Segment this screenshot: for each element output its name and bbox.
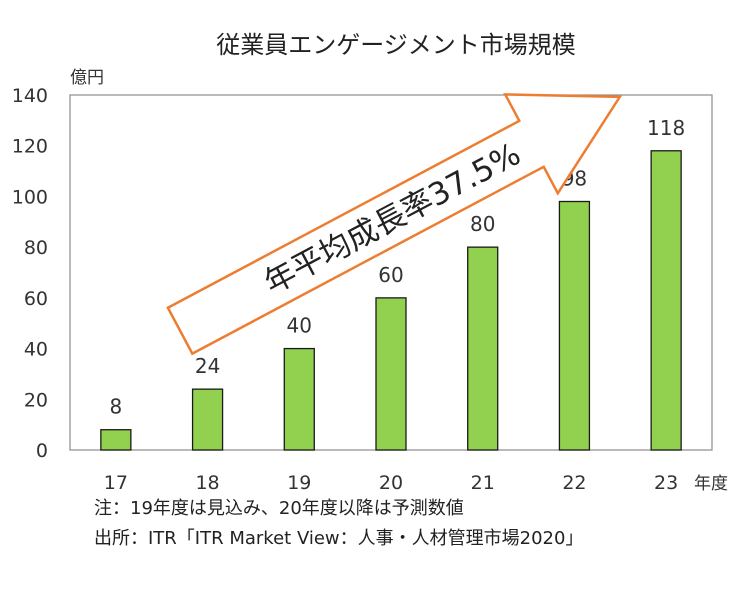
y-tick-label: 20 [24, 389, 48, 411]
data-label-20: 60 [378, 263, 403, 287]
data-label-17: 8 [109, 395, 122, 419]
y-axis-unit: 億円 [70, 68, 104, 88]
x-tick-label: 19 [287, 472, 311, 494]
data-label-18: 24 [195, 354, 220, 378]
bar-21 [467, 246, 499, 451]
y-tick-label: 0 [36, 440, 48, 462]
footnote-source: 出所：ITR「ITR Market View：人事・人材管理市場2020」 [94, 528, 584, 549]
y-tick-label: 40 [24, 339, 48, 361]
x-tick-label: 18 [195, 472, 219, 494]
footnote-note: 注：19年度は見込み、20年度以降は予測数値 [94, 498, 464, 519]
y-tick-label: 140 [12, 85, 48, 107]
x-tick-label: 21 [471, 472, 495, 494]
data-label-23: 118 [647, 116, 685, 140]
x-tick-label: 20 [379, 472, 403, 494]
bar-18 [191, 388, 224, 451]
y-tick-label: 80 [24, 237, 48, 259]
bar-23 [650, 150, 682, 451]
x-tick-label: 23 [654, 472, 678, 494]
bar-20 [375, 297, 407, 451]
y-tick-label: 120 [12, 136, 48, 158]
x-tick-label: 17 [104, 472, 128, 494]
data-label-19: 40 [287, 314, 312, 338]
x-tick-label: 22 [562, 472, 586, 494]
data-label-21: 80 [470, 212, 495, 236]
bar-17 [100, 429, 132, 451]
chart-title: 従業員エンゲージメント市場規模 [216, 31, 576, 59]
bar-19 [283, 347, 315, 451]
y-tick-label: 60 [24, 288, 48, 310]
y-tick-label: 100 [12, 186, 48, 208]
x-axis-unit: 年度 [694, 474, 728, 494]
growth-arrow-shape [166, 93, 623, 356]
bar-22 [558, 200, 591, 451]
